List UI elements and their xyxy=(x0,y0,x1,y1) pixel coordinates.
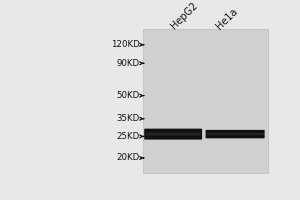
Text: 90KD: 90KD xyxy=(117,59,140,68)
Text: 25KD: 25KD xyxy=(117,132,140,141)
Text: He1a: He1a xyxy=(214,6,239,31)
FancyBboxPatch shape xyxy=(144,129,202,140)
FancyBboxPatch shape xyxy=(206,130,265,138)
Text: 35KD: 35KD xyxy=(117,114,140,123)
Text: 50KD: 50KD xyxy=(117,91,140,100)
Text: HepG2: HepG2 xyxy=(169,0,200,31)
FancyBboxPatch shape xyxy=(146,133,201,135)
Bar xyxy=(143,29,268,173)
Text: 120KD: 120KD xyxy=(111,40,140,49)
Text: 20KD: 20KD xyxy=(117,153,140,162)
FancyBboxPatch shape xyxy=(207,133,263,135)
